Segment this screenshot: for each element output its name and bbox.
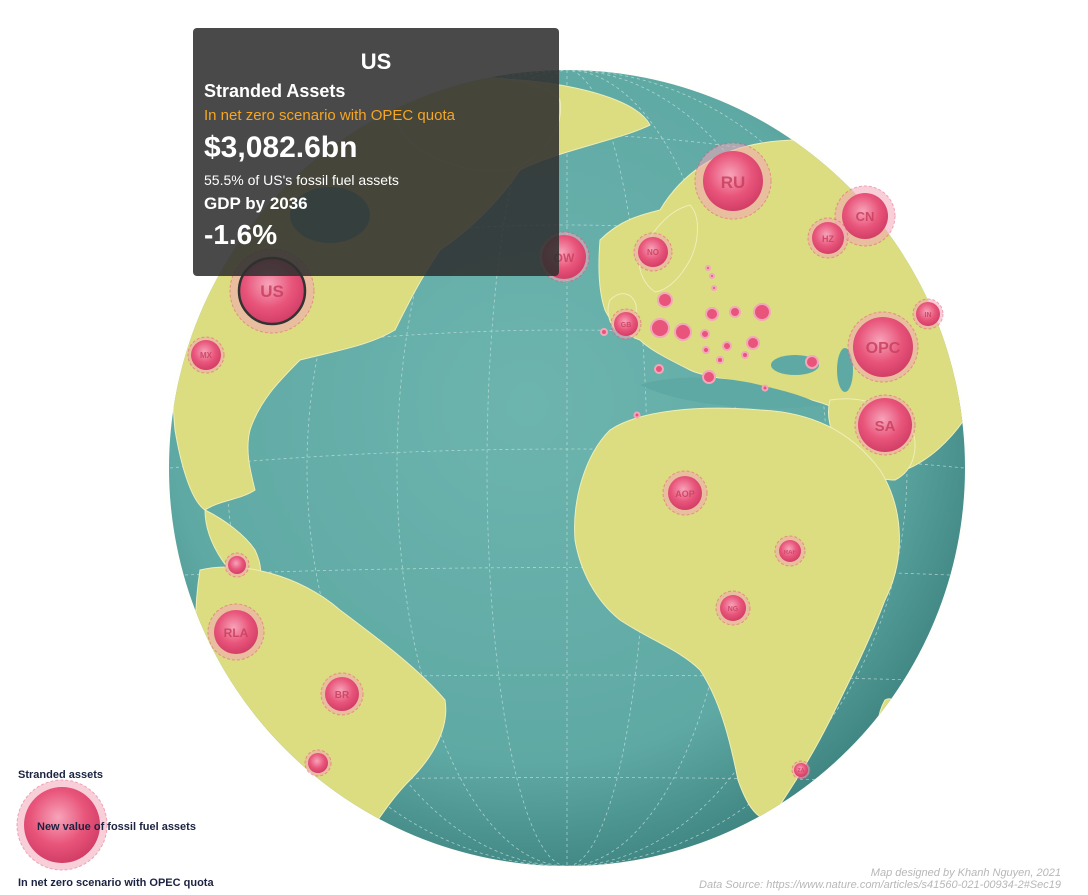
- bubble-in[interactable]: IN: [912, 298, 944, 330]
- bubble-argentina-small[interactable]: [304, 749, 332, 777]
- tooltip-value: $3,082.6bn: [204, 131, 358, 164]
- bubble-label: RLA: [224, 626, 249, 640]
- bubble-ru[interactable]: RU: [694, 142, 772, 220]
- caspian-sea: [837, 348, 853, 392]
- bubble-br[interactable]: BR: [320, 672, 364, 716]
- bubble-label: SA: [875, 418, 896, 435]
- tooltip-heading: Stranded Assets: [204, 81, 346, 101]
- mediterranean-sea: [640, 377, 820, 409]
- bubble-south-america-small[interactable]: [224, 552, 250, 578]
- bubble-sa[interactable]: SA: [854, 394, 916, 456]
- bubble-label: CN: [856, 209, 875, 224]
- bubble-cn[interactable]: CN: [834, 185, 896, 247]
- country-tooltip: US Stranded Assets In net zero scenario …: [193, 28, 559, 276]
- bubble-label: BR: [335, 690, 350, 701]
- bubble-label: HZ: [822, 234, 834, 244]
- bubble-label: AOP: [675, 489, 695, 499]
- tooltip-country: US: [360, 49, 392, 74]
- data-source-credit: Data Source: https://www.nature.com/arti…: [699, 879, 1061, 891]
- bubble-no[interactable]: NO: [633, 232, 673, 272]
- bubble-label: US: [260, 282, 284, 301]
- bubble-raf[interactable]: RAF: [774, 535, 806, 567]
- bubble-label: ZA: [798, 768, 805, 774]
- bubble-label: NG: [728, 606, 739, 613]
- bubble-rla[interactable]: RLA: [207, 603, 265, 661]
- bubble-aop[interactable]: AOP: [662, 470, 708, 516]
- bubble-label: RAF: [784, 550, 797, 556]
- legend-bubble: [16, 779, 108, 871]
- bubble-mx[interactable]: MX: [187, 336, 225, 374]
- bubble-label: NO: [647, 248, 659, 257]
- bubble-gb[interactable]: GB: [610, 308, 642, 340]
- bubble-label: RU: [721, 173, 746, 192]
- bubble-za[interactable]: ZA: [791, 760, 811, 780]
- bubble-ng[interactable]: NG: [715, 590, 751, 626]
- legend-scenario: In net zero scenario with OPEC quota: [18, 877, 214, 889]
- tooltip-scenario: In net zero scenario with OPEC quota: [204, 107, 455, 124]
- bubble-label: GB: [621, 322, 632, 329]
- tooltip-share: 55.5% of US's fossil fuel assets: [204, 172, 399, 188]
- designer-credit: Map designed by Khanh Nguyen, 2021: [870, 867, 1061, 879]
- europe-small-bubbles[interactable]: [600, 265, 819, 419]
- bubble-label: OPC: [866, 340, 901, 357]
- tooltip-gdp-label: GDP by 2036: [204, 194, 308, 213]
- bubble-label: MX: [200, 351, 213, 360]
- bubble-label: IN: [925, 312, 932, 319]
- tooltip-gdp-value: -1.6%: [204, 219, 278, 250]
- legend-title: Stranded assets: [18, 769, 103, 781]
- bubble-opc[interactable]: OPC: [847, 311, 919, 383]
- bubble-hz[interactable]: HZ: [807, 217, 849, 259]
- legend-bubble-label: New value of fossil fuel assets: [37, 821, 196, 833]
